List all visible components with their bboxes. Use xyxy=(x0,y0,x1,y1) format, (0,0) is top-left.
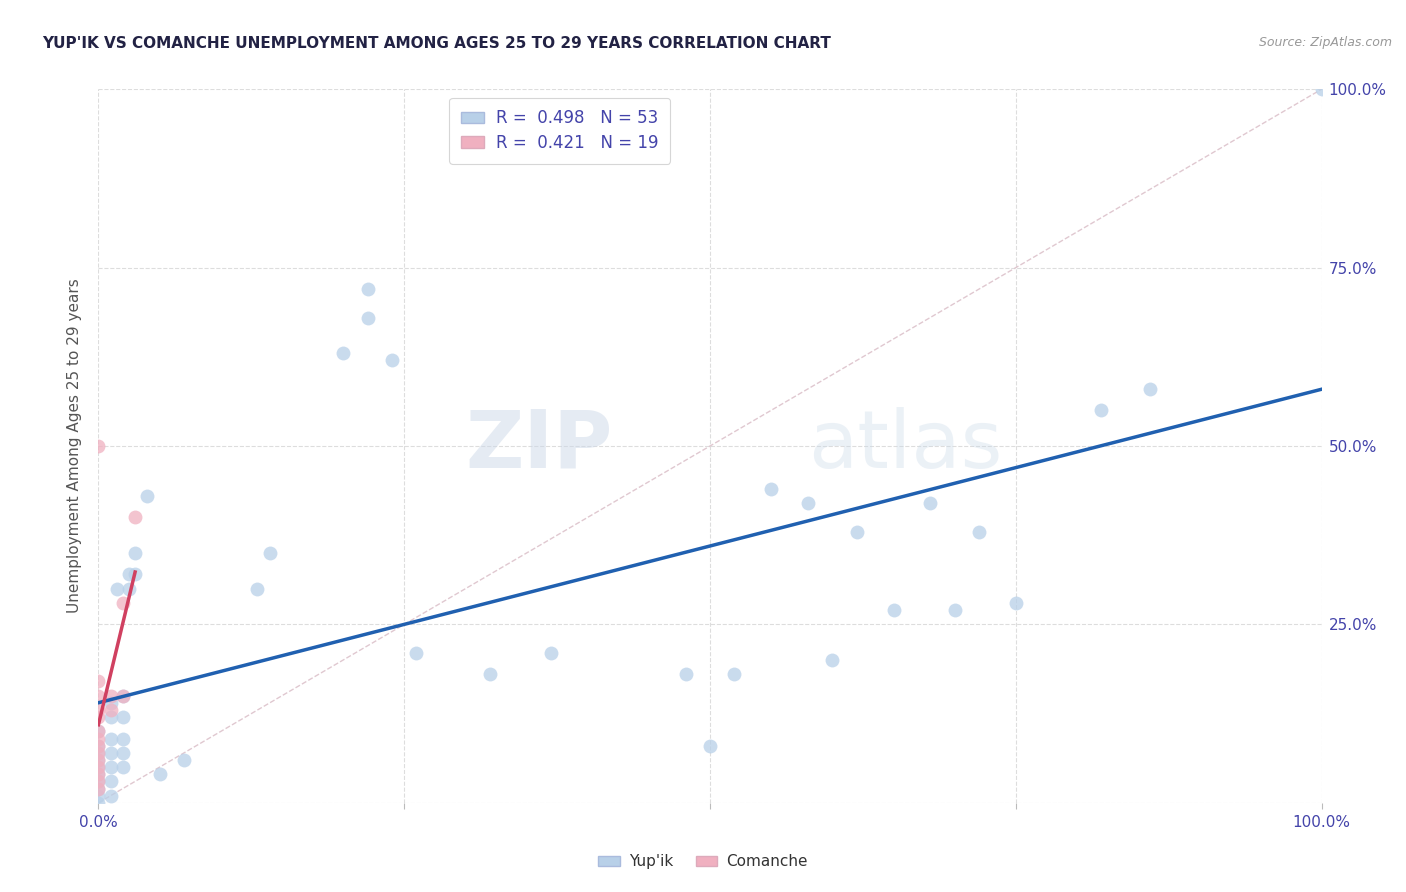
Point xyxy=(111,689,134,703)
Text: ZIP: ZIP xyxy=(465,407,612,485)
Point xyxy=(87,689,110,703)
Point xyxy=(118,582,141,596)
Point xyxy=(173,753,195,767)
Point xyxy=(87,781,110,796)
Point xyxy=(1004,596,1026,610)
Point xyxy=(111,746,134,760)
Point xyxy=(356,282,378,296)
Text: YUP'IK VS COMANCHE UNEMPLOYMENT AMONG AGES 25 TO 29 YEARS CORRELATION CHART: YUP'IK VS COMANCHE UNEMPLOYMENT AMONG AG… xyxy=(42,36,831,51)
Point xyxy=(540,646,562,660)
Point xyxy=(124,546,146,560)
Point xyxy=(87,753,110,767)
Point xyxy=(723,667,745,681)
Point xyxy=(149,767,172,781)
Point xyxy=(381,353,404,368)
Point xyxy=(87,774,110,789)
Point xyxy=(100,689,122,703)
Point xyxy=(100,731,122,746)
Point xyxy=(87,724,110,739)
Point xyxy=(87,767,110,781)
Point xyxy=(405,646,427,660)
Point xyxy=(87,767,110,781)
Text: Source: ZipAtlas.com: Source: ZipAtlas.com xyxy=(1258,36,1392,49)
Point xyxy=(259,546,281,560)
Point xyxy=(111,689,134,703)
Point xyxy=(478,667,501,681)
Point xyxy=(761,482,783,496)
Point xyxy=(118,567,141,582)
Point xyxy=(845,524,868,539)
Point xyxy=(100,696,122,710)
Point xyxy=(87,746,110,760)
Point xyxy=(87,439,110,453)
Point xyxy=(111,760,134,774)
Point xyxy=(100,760,122,774)
Legend: Yup'ik, Comanche: Yup'ik, Comanche xyxy=(592,848,814,875)
Point xyxy=(111,710,134,724)
Point xyxy=(1139,382,1161,396)
Point xyxy=(105,582,128,596)
Point xyxy=(675,667,697,681)
Point xyxy=(920,496,942,510)
Text: atlas: atlas xyxy=(808,407,1002,485)
Point xyxy=(1310,82,1333,96)
Y-axis label: Unemployment Among Ages 25 to 29 years: Unemployment Among Ages 25 to 29 years xyxy=(67,278,83,614)
Point xyxy=(1090,403,1112,417)
Point xyxy=(356,310,378,325)
Point xyxy=(883,603,905,617)
Point xyxy=(100,789,122,803)
Point xyxy=(87,774,110,789)
Point xyxy=(87,796,110,810)
Point xyxy=(87,746,110,760)
Point xyxy=(943,603,966,617)
Point xyxy=(87,789,110,803)
Point xyxy=(797,496,820,510)
Point xyxy=(699,739,721,753)
Point xyxy=(111,596,134,610)
Point xyxy=(332,346,354,360)
Point xyxy=(124,510,146,524)
Point xyxy=(87,760,110,774)
Point xyxy=(100,746,122,760)
Point xyxy=(124,567,146,582)
Point xyxy=(87,731,110,746)
Point xyxy=(111,731,134,746)
Point xyxy=(100,703,122,717)
Point xyxy=(87,781,110,796)
Point xyxy=(136,489,159,503)
Point xyxy=(87,739,110,753)
Point xyxy=(87,724,110,739)
Point xyxy=(87,760,110,774)
Point xyxy=(87,703,110,717)
Point xyxy=(100,774,122,789)
Point xyxy=(87,674,110,689)
Point xyxy=(100,710,122,724)
Legend: R =  0.498   N = 53, R =  0.421   N = 19: R = 0.498 N = 53, R = 0.421 N = 19 xyxy=(450,97,671,163)
Point xyxy=(967,524,990,539)
Point xyxy=(246,582,269,596)
Point xyxy=(87,753,110,767)
Point xyxy=(87,739,110,753)
Point xyxy=(87,710,110,724)
Point xyxy=(821,653,844,667)
